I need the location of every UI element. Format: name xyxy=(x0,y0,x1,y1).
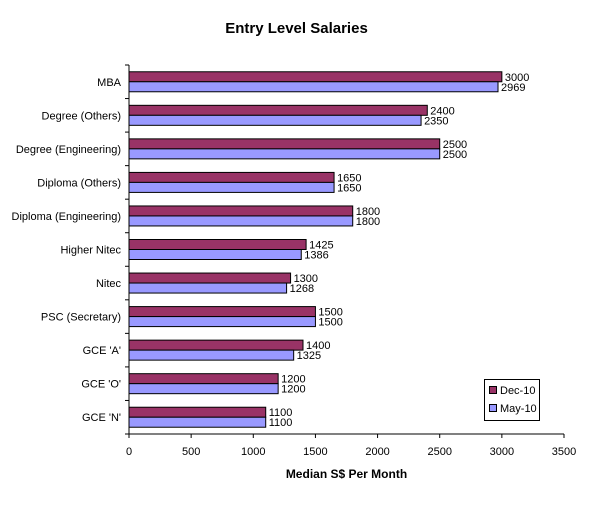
data-label-dec-10-degree-engineering: 2500 xyxy=(443,139,467,151)
bar-may-10-degree-engineering xyxy=(128,148,441,160)
y-tick-label-gce-o: GCE 'O' xyxy=(81,379,121,391)
bar-may-10-degree-others xyxy=(128,114,422,126)
bar-dec-10-degree-others xyxy=(128,104,428,116)
data-label-may-10-psc-secretary: 1500 xyxy=(318,317,342,329)
bar-may-10-mba xyxy=(128,81,499,93)
legend: Dec-10 May-10 xyxy=(484,379,540,421)
data-label-dec-10-psc-secretary: 1500 xyxy=(318,307,342,319)
bar-dec-10-psc-secretary xyxy=(128,306,316,318)
data-label-may-10-diploma-others: 1650 xyxy=(337,182,361,194)
bar-dec-10-gce-a xyxy=(128,339,304,351)
y-tick-label-higher-nitec: Higher Nitec xyxy=(60,245,121,257)
data-label-dec-10-higher-nitec: 1425 xyxy=(309,240,333,252)
x-tick-label-3500: 3500 xyxy=(552,446,576,458)
data-label-may-10-degree-engineering: 2500 xyxy=(443,149,467,161)
bar-dec-10-diploma-engineering xyxy=(128,205,354,217)
x-tick-label-2000: 2000 xyxy=(365,446,389,458)
bar-may-10-psc-secretary xyxy=(128,316,316,328)
legend-swatch-may-10 xyxy=(489,404,497,413)
x-tick-label-3000: 3000 xyxy=(490,446,514,458)
bar-may-10-diploma-engineering xyxy=(128,215,354,227)
bar-dec-10-diploma-others xyxy=(128,171,335,183)
legend-swatch-dec-10 xyxy=(489,386,497,395)
bar-may-10-nitec xyxy=(128,282,288,294)
y-tick-label-psc-secretary: PSC (Secretary) xyxy=(41,312,121,324)
bar-may-10-higher-nitec xyxy=(128,249,302,260)
data-label-dec-10-diploma-engineering: 1800 xyxy=(356,206,380,218)
y-tick-label-gce-a: GCE 'A' xyxy=(83,345,121,357)
y-tick-label-degree-others: Degree (Others) xyxy=(42,110,121,122)
data-label-dec-10-mba: 3000 xyxy=(505,72,529,84)
data-label-dec-10-gce-n: 1100 xyxy=(269,407,293,419)
data-label-dec-10-degree-others: 2400 xyxy=(430,105,454,117)
data-label-may-10-higher-nitec: 1386 xyxy=(304,250,328,262)
y-tick-label-nitec: Nitec xyxy=(96,278,122,290)
data-label-may-10-gce-o: 1200 xyxy=(281,384,305,396)
data-label-may-10-degree-others: 2350 xyxy=(424,115,448,127)
legend-item-dec-10: Dec-10 xyxy=(489,384,535,398)
x-tick-label-0: 0 xyxy=(126,446,132,458)
y-tick-label-mba: MBA xyxy=(97,77,122,89)
chart-title: Entry Level Salaries xyxy=(225,20,368,37)
bar-may-10-gce-n xyxy=(128,416,267,428)
bar-dec-10-mba xyxy=(128,71,503,83)
y-tick-label-diploma-engineering: Diploma (Engineering) xyxy=(12,211,121,223)
bar-dec-10-nitec xyxy=(128,272,292,284)
x-tick-label-1500: 1500 xyxy=(303,446,327,458)
data-label-may-10-gce-n: 1100 xyxy=(269,417,293,429)
y-tick-label-gce-n: GCE 'N' xyxy=(82,412,121,424)
data-label-may-10-nitec: 1268 xyxy=(290,283,314,295)
bar-dec-10-degree-engineering xyxy=(128,138,441,150)
bar-dec-10-gce-o xyxy=(128,373,279,385)
data-label-dec-10-diploma-others: 1650 xyxy=(337,172,361,184)
x-tick-label-500: 500 xyxy=(182,446,200,458)
data-label-may-10-gce-a: 1325 xyxy=(297,350,321,362)
axes-group: MBA Degree (Others) Degree (Engineering) Di… xyxy=(12,64,576,458)
data-label-dec-10-gce-o: 1200 xyxy=(281,374,305,386)
legend-label-dec-10: Dec-10 xyxy=(500,385,536,397)
data-label-may-10-mba: 2969 xyxy=(501,82,525,94)
x-axis-label: Median S$ Per Month xyxy=(285,467,408,481)
bar-dec-10-higher-nitec xyxy=(128,239,307,250)
legend-item-may-10: May-10 xyxy=(489,402,537,416)
bar-may-10-gce-a xyxy=(128,349,295,361)
bar-may-10-gce-o xyxy=(128,383,279,395)
data-label-dec-10-nitec: 1300 xyxy=(294,273,318,285)
y-tick-label-diploma-others: Diploma (Others) xyxy=(37,177,121,189)
data-label-may-10-diploma-engineering: 1800 xyxy=(356,216,380,228)
data-label-dec-10-gce-a: 1400 xyxy=(306,340,330,352)
bar-dec-10-gce-n xyxy=(128,406,267,418)
x-tick-label-1000: 1000 xyxy=(241,446,265,458)
bar-may-10-diploma-others xyxy=(128,181,335,193)
x-tick-label-2500: 2500 xyxy=(427,446,451,458)
y-tick-label-degree-engineering: Degree (Engineering) xyxy=(16,144,121,156)
legend-label-may-10: May-10 xyxy=(500,403,537,415)
